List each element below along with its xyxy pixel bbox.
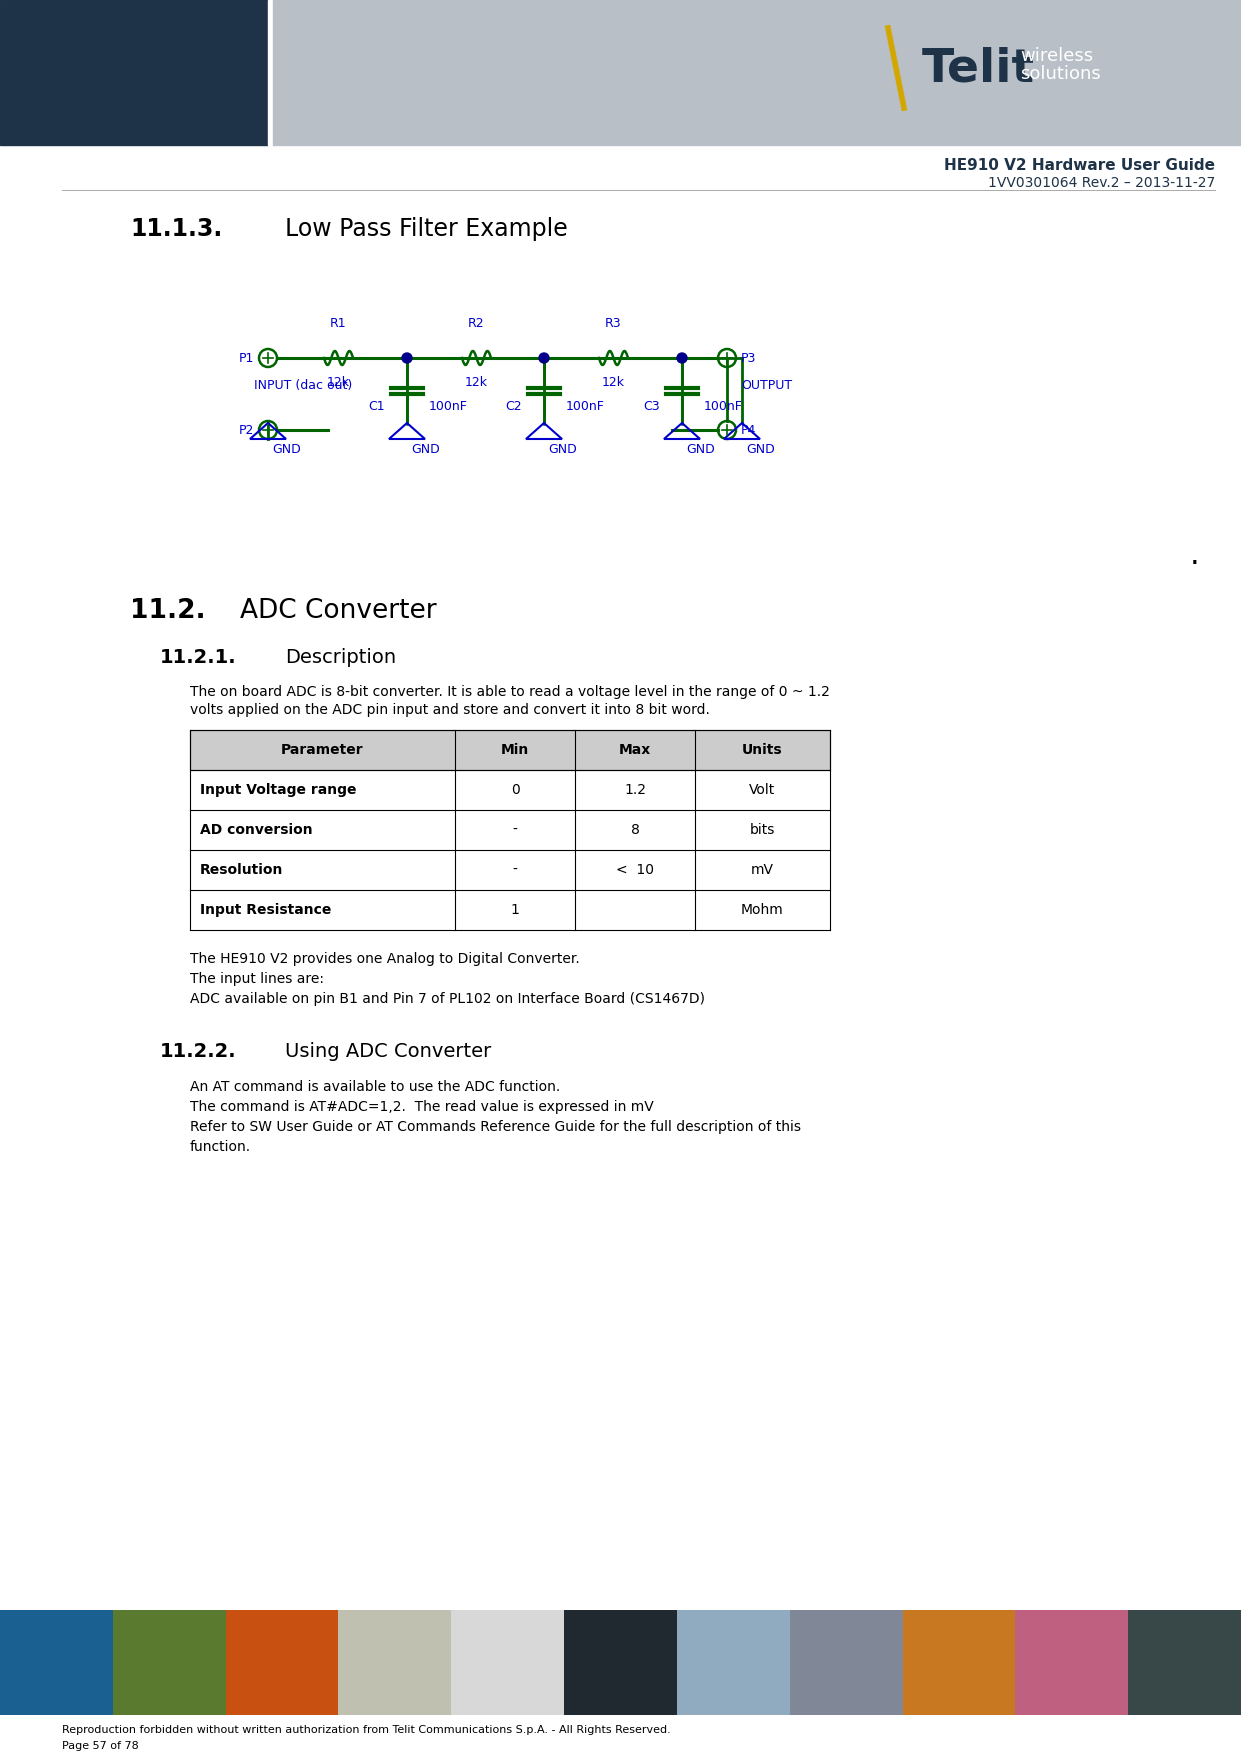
Bar — [789, 1610, 902, 1715]
Text: 8: 8 — [630, 823, 639, 837]
Text: 1: 1 — [510, 903, 520, 917]
Circle shape — [539, 353, 549, 363]
Text: Telit: Telit — [922, 47, 1035, 91]
Text: -: - — [513, 863, 517, 877]
Text: ADC Converter: ADC Converter — [240, 598, 437, 624]
Text: GND: GND — [549, 444, 577, 456]
Text: Min: Min — [501, 744, 529, 758]
Text: HE910 V2 Hardware User Guide: HE910 V2 Hardware User Guide — [944, 158, 1215, 174]
Text: Input Resistance: Input Resistance — [200, 903, 331, 917]
Bar — [902, 1610, 1015, 1715]
Bar — [565, 1610, 676, 1715]
Text: The HE910 V2 provides one Analog to Digital Converter.: The HE910 V2 provides one Analog to Digi… — [190, 952, 580, 966]
Text: Reproduction forbidden without written authorization from Telit Communications S: Reproduction forbidden without written a… — [62, 1724, 670, 1735]
Text: AD conversion: AD conversion — [200, 823, 313, 837]
Circle shape — [402, 353, 412, 363]
Text: 12k: 12k — [326, 375, 350, 389]
Text: 12k: 12k — [464, 375, 488, 389]
Text: 1VV0301064 Rev.2 – 2013-11-27: 1VV0301064 Rev.2 – 2013-11-27 — [988, 175, 1215, 189]
Text: An AT command is available to use the ADC function.: An AT command is available to use the AD… — [190, 1080, 560, 1094]
Text: INPUT (dac out): INPUT (dac out) — [254, 379, 352, 391]
Bar — [676, 1610, 789, 1715]
Text: Low Pass Filter Example: Low Pass Filter Example — [285, 217, 567, 240]
Text: 100nF: 100nF — [704, 400, 743, 412]
Text: Mohm: Mohm — [741, 903, 783, 917]
Text: 12k: 12k — [602, 375, 624, 389]
Text: GND: GND — [686, 444, 715, 456]
Text: bits: bits — [750, 823, 774, 837]
Bar — [268, 0, 273, 146]
Text: Units: Units — [742, 744, 782, 758]
Text: Description: Description — [285, 647, 396, 667]
Text: Parameter: Parameter — [280, 744, 364, 758]
Text: 11.1.3.: 11.1.3. — [130, 217, 222, 240]
Text: C1: C1 — [369, 400, 385, 412]
Bar — [0, 0, 268, 146]
Text: P1: P1 — [238, 351, 254, 365]
Circle shape — [678, 353, 688, 363]
Text: P3: P3 — [741, 351, 756, 365]
Text: Page 57 of 78: Page 57 of 78 — [62, 1742, 139, 1750]
Text: The command is AT#ADC=1,2.  The read value is expressed in mV: The command is AT#ADC=1,2. The read valu… — [190, 1100, 654, 1114]
Text: R3: R3 — [604, 317, 622, 330]
Text: Resolution: Resolution — [200, 863, 283, 877]
Text: .: . — [1190, 540, 1200, 570]
Text: The on board ADC is 8-bit converter. It is able to read a voltage level in the r: The on board ADC is 8-bit converter. It … — [190, 686, 830, 700]
Text: 100nF: 100nF — [566, 400, 604, 412]
Text: 0: 0 — [510, 782, 520, 796]
Text: The input lines are:: The input lines are: — [190, 972, 324, 986]
Text: wireless: wireless — [1020, 47, 1093, 65]
Text: function.: function. — [190, 1140, 251, 1154]
Text: Input Voltage range: Input Voltage range — [200, 782, 356, 796]
Text: R2: R2 — [468, 317, 484, 330]
Bar — [339, 1610, 452, 1715]
Text: OUTPUT: OUTPUT — [741, 379, 792, 391]
Text: volts applied on the ADC pin input and store and convert it into 8 bit word.: volts applied on the ADC pin input and s… — [190, 703, 710, 717]
Bar — [273, 0, 1241, 146]
Bar — [113, 1610, 226, 1715]
Text: ADC available on pin B1 and Pin 7 of PL102 on Interface Board (CS1467D): ADC available on pin B1 and Pin 7 of PL1… — [190, 993, 705, 1007]
Text: GND: GND — [272, 444, 300, 456]
Text: Using ADC Converter: Using ADC Converter — [285, 1042, 491, 1061]
Text: 1.2: 1.2 — [624, 782, 647, 796]
Text: 11.2.: 11.2. — [130, 598, 206, 624]
Bar — [190, 730, 830, 770]
Text: GND: GND — [411, 444, 439, 456]
Bar — [1015, 1610, 1128, 1715]
Bar — [226, 1610, 339, 1715]
Text: -: - — [513, 823, 517, 837]
Text: 11.2.2.: 11.2.2. — [160, 1042, 237, 1061]
Text: R1: R1 — [330, 317, 346, 330]
Text: P4: P4 — [741, 423, 756, 437]
Text: Refer to SW User Guide or AT Commands Reference Guide for the full description o: Refer to SW User Guide or AT Commands Re… — [190, 1121, 800, 1135]
Text: mV: mV — [751, 863, 773, 877]
Text: 100nF: 100nF — [429, 400, 468, 412]
Text: Volt: Volt — [748, 782, 776, 796]
Text: solutions: solutions — [1020, 65, 1101, 82]
Text: C2: C2 — [505, 400, 522, 412]
Text: Max: Max — [619, 744, 652, 758]
Text: C3: C3 — [643, 400, 660, 412]
Text: <  10: < 10 — [616, 863, 654, 877]
Text: 11.2.1.: 11.2.1. — [160, 647, 237, 667]
Bar — [452, 1610, 565, 1715]
Text: P2: P2 — [238, 423, 254, 437]
Text: GND: GND — [746, 444, 774, 456]
Bar — [1128, 1610, 1241, 1715]
Bar — [0, 1610, 113, 1715]
